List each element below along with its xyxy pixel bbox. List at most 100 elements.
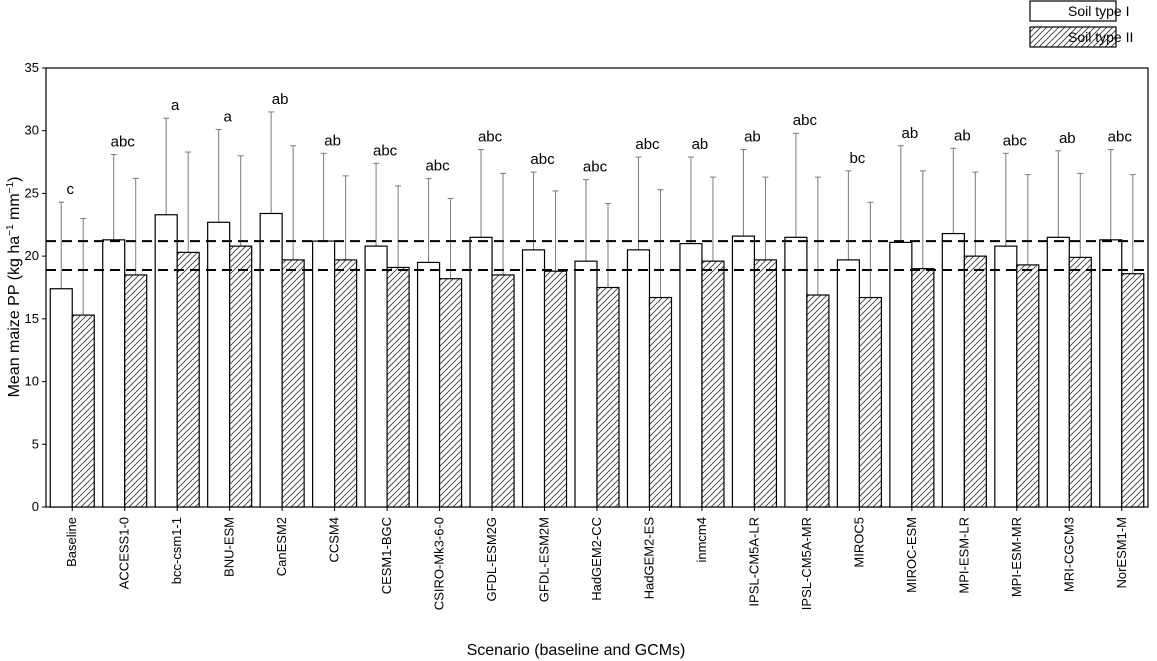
- x-tick-label: GFDL-ESM2G: [484, 517, 499, 602]
- y-tick-label: 0: [32, 499, 39, 514]
- bar-soil-type-2: [701, 260, 725, 508]
- legend-swatch-hatched: [1029, 26, 1117, 48]
- bar-soil-type-1: [836, 259, 860, 508]
- y-tick-label: 25: [25, 185, 39, 200]
- significance-letter: abc: [793, 112, 818, 129]
- significance-letter: abc: [635, 136, 660, 153]
- bar-soil-type-2: [491, 274, 515, 508]
- bar-soil-type-2: [963, 255, 987, 508]
- significance-letter: ab: [324, 132, 341, 149]
- bar-soil-type-2: [543, 270, 568, 508]
- bar-soil-type-1: [259, 212, 283, 508]
- legend-label-soil-type-2: Soil type II: [1068, 29, 1133, 45]
- significance-letter: ab: [744, 129, 761, 146]
- significance-letter: abc: [1003, 132, 1028, 149]
- bar-soil-type-1: [941, 232, 965, 508]
- bar-soil-type-2: [1068, 256, 1092, 508]
- bar-soil-type-2: [124, 274, 148, 508]
- legend-swatch-open: [1029, 0, 1117, 22]
- y-tick-label: 5: [32, 436, 39, 451]
- bar-soil-type-1: [102, 239, 126, 508]
- bar-soil-type-1: [994, 245, 1018, 508]
- bar-soil-type-1: [469, 236, 493, 508]
- bar-soil-type-1: [784, 236, 808, 508]
- significance-letter: abc: [1108, 129, 1133, 146]
- bar-soil-type-2: [386, 266, 410, 508]
- bar-soil-type-2: [648, 296, 673, 508]
- x-tick-label: CanESM2: [274, 517, 289, 576]
- y-axis-title: Mean maize PP (kg ha−1 mm−1): [5, 177, 23, 398]
- significance-letter: ab: [954, 127, 971, 144]
- bar-soil-type-1: [521, 249, 546, 508]
- x-tick-label: HadGEM2-ES: [641, 517, 656, 600]
- bar-soil-type-1: [49, 288, 73, 508]
- x-tick-label: bcc-csm1-1: [169, 517, 184, 584]
- bar-soil-type-2: [911, 268, 935, 508]
- significance-letter: bc: [849, 150, 865, 167]
- x-tick-label: GFDL-ESM2M: [537, 517, 552, 602]
- bar-soil-type-2: [334, 259, 358, 508]
- x-tick-label: MPI-ESM-MR: [1009, 517, 1024, 597]
- x-tick-label: NorESM1-M: [1114, 517, 1129, 589]
- significance-letter: abc: [478, 129, 503, 146]
- significance-letter: c: [66, 181, 74, 198]
- x-tick-label: MIROC-ESM: [904, 517, 919, 593]
- significance-letter: a: [171, 97, 180, 114]
- legend: Soil type I Soil type II: [1029, 0, 1133, 48]
- significance-letter: abc: [111, 134, 136, 151]
- x-tick-label: CCSM4: [327, 517, 342, 563]
- bar-soil-type-1: [626, 249, 651, 508]
- significance-letter: ab: [272, 91, 289, 108]
- x-tick-label: MRI-CGCM3: [1061, 517, 1076, 592]
- x-tick-label: HadGEM2-CC: [589, 517, 604, 601]
- significance-letter: ab: [1059, 130, 1076, 147]
- x-tick-label: BNU-ESM: [222, 517, 237, 577]
- x-tick-label: CESM1-BGC: [379, 517, 394, 594]
- bar-soil-type-1: [416, 261, 441, 508]
- y-tick-label: 30: [25, 123, 39, 138]
- y-tick-label: 35: [25, 60, 39, 75]
- bar-soil-type-1: [679, 243, 703, 508]
- plot-area: 05101520253035BaselinecACCESS1-0abcbcc-c…: [25, 60, 1149, 610]
- x-tick-label: ACCESS1-0: [117, 517, 132, 589]
- bar-soil-type-1: [574, 260, 598, 508]
- x-tick-label: Baseline: [64, 517, 79, 567]
- x-tick-label: MPI-ESM-LR: [956, 517, 971, 594]
- bar-soil-type-2: [596, 286, 620, 508]
- y-tick-label: 20: [25, 248, 39, 263]
- x-axis-title: Scenario (baseline and GCMs): [467, 642, 686, 659]
- bar-soil-type-2: [806, 294, 830, 508]
- bar-soil-type-2: [1016, 264, 1040, 508]
- x-tick-label: inmcm4: [694, 517, 709, 563]
- bar-soil-type-1: [154, 214, 178, 508]
- x-tick-label: MIROC5: [851, 517, 866, 568]
- x-tick-label: CSIRO-Mk3-6-0: [432, 517, 447, 610]
- x-tick-label: IPSL-CM5A-MR: [799, 517, 814, 610]
- x-tick-label: IPSL-CM5A-LR: [746, 517, 761, 607]
- bar-soil-type-1: [889, 241, 913, 508]
- bar-soil-type-2: [858, 296, 882, 508]
- significance-letter: abc: [583, 159, 608, 176]
- bar-soil-type-1: [364, 245, 388, 508]
- y-tick-label: 15: [25, 311, 39, 326]
- bar-soil-type-2: [1121, 273, 1145, 508]
- significance-letter: abc: [373, 142, 398, 159]
- bar-soil-type-2: [71, 314, 95, 508]
- bar-soil-type-1: [207, 221, 231, 508]
- bar-soil-type-2: [753, 259, 778, 508]
- significance-letter: abc: [425, 157, 450, 174]
- significance-letter: abc: [530, 151, 555, 168]
- bar-soil-type-1: [1099, 239, 1123, 508]
- bar-soil-type-1: [312, 240, 336, 508]
- bar-soil-type-1: [731, 235, 756, 508]
- significance-letter: ab: [902, 125, 919, 142]
- bar-soil-type-2: [176, 251, 200, 508]
- bar-soil-type-2: [229, 245, 253, 508]
- bar-soil-type-2: [281, 259, 305, 508]
- significance-letter: ab: [692, 136, 709, 153]
- y-tick-label: 10: [25, 374, 39, 389]
- bar-soil-type-2: [438, 278, 463, 508]
- legend-label-soil-type-1: Soil type I: [1068, 3, 1129, 19]
- bar-soil-type-1: [1046, 236, 1070, 508]
